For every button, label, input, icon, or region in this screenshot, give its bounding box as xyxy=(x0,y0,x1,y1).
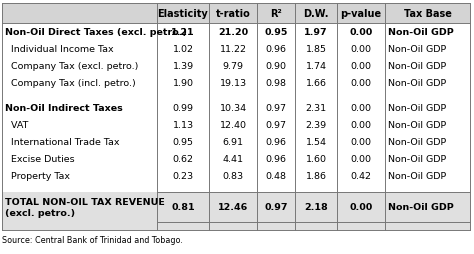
Text: 1.21: 1.21 xyxy=(171,28,195,37)
Text: Non-Oil GDP: Non-Oil GDP xyxy=(388,137,446,146)
Text: 1.97: 1.97 xyxy=(304,28,328,37)
Text: 1.90: 1.90 xyxy=(173,79,193,88)
Text: p-value: p-value xyxy=(340,9,382,19)
Text: 0.81: 0.81 xyxy=(171,203,195,212)
Text: 1.39: 1.39 xyxy=(173,62,193,71)
Text: Non-Oil GDP: Non-Oil GDP xyxy=(388,154,446,163)
Text: Elasticity: Elasticity xyxy=(158,9,209,19)
Text: 1.85: 1.85 xyxy=(306,45,327,54)
Text: Source: Central Bank of Trinidad and Tobago.: Source: Central Bank of Trinidad and Tob… xyxy=(2,235,183,244)
Text: Non-Oil Direct Taxes (excl. petro.): Non-Oil Direct Taxes (excl. petro.) xyxy=(5,28,187,37)
Text: 2.31: 2.31 xyxy=(305,104,327,113)
Text: 6.91: 6.91 xyxy=(222,137,244,146)
Text: TOTAL NON-OIL TAX REVENUE
(excl. petro.): TOTAL NON-OIL TAX REVENUE (excl. petro.) xyxy=(5,198,165,217)
Text: Company Tax (incl. petro.): Company Tax (incl. petro.) xyxy=(5,79,136,88)
Text: 1.66: 1.66 xyxy=(306,79,327,88)
Bar xyxy=(2,100,470,117)
Bar xyxy=(2,58,470,75)
Text: 4.41: 4.41 xyxy=(222,154,244,163)
Text: 0.96: 0.96 xyxy=(265,154,286,163)
Text: 0.95: 0.95 xyxy=(173,137,193,146)
Text: 1.86: 1.86 xyxy=(306,171,327,180)
Text: 0.96: 0.96 xyxy=(265,137,286,146)
Text: Non-Oil GDP: Non-Oil GDP xyxy=(388,203,454,212)
Text: 0.00: 0.00 xyxy=(349,28,373,37)
Text: Individual Income Tax: Individual Income Tax xyxy=(5,45,114,54)
Text: 12.40: 12.40 xyxy=(219,121,246,130)
Bar xyxy=(2,192,470,222)
Text: 2.39: 2.39 xyxy=(305,121,327,130)
Text: R²: R² xyxy=(270,9,282,19)
Text: 0.00: 0.00 xyxy=(350,121,372,130)
Text: 0.97: 0.97 xyxy=(265,104,286,113)
Bar xyxy=(2,184,470,192)
Bar xyxy=(2,167,470,184)
Text: 12.46: 12.46 xyxy=(218,203,248,212)
Bar xyxy=(2,150,470,167)
Text: 0.00: 0.00 xyxy=(350,62,372,71)
Text: 0.42: 0.42 xyxy=(350,171,372,180)
Text: 0.00: 0.00 xyxy=(350,45,372,54)
Text: Non-Oil GDP: Non-Oil GDP xyxy=(388,45,446,54)
Text: Non-Oil GDP: Non-Oil GDP xyxy=(388,62,446,71)
Text: Excise Duties: Excise Duties xyxy=(5,154,74,163)
Text: 0.99: 0.99 xyxy=(173,104,193,113)
Text: Non-Oil GDP: Non-Oil GDP xyxy=(388,28,454,37)
Text: 0.83: 0.83 xyxy=(222,171,244,180)
Text: VAT: VAT xyxy=(5,121,28,130)
Text: D.W.: D.W. xyxy=(303,9,329,19)
Text: 1.60: 1.60 xyxy=(306,154,327,163)
Text: Non-Oil GDP: Non-Oil GDP xyxy=(388,171,446,180)
Text: 0.96: 0.96 xyxy=(265,45,286,54)
Text: 0.95: 0.95 xyxy=(264,28,288,37)
Text: 21.20: 21.20 xyxy=(218,28,248,37)
Text: 10.34: 10.34 xyxy=(219,104,246,113)
Text: Non-Oil Indirect Taxes: Non-Oil Indirect Taxes xyxy=(5,104,123,113)
Text: 0.90: 0.90 xyxy=(265,62,286,71)
Bar xyxy=(2,41,470,58)
Text: 0.48: 0.48 xyxy=(265,171,286,180)
Text: Non-Oil GDP: Non-Oil GDP xyxy=(388,121,446,130)
Text: 0.97: 0.97 xyxy=(264,203,288,212)
Text: 0.00: 0.00 xyxy=(350,104,372,113)
Text: Non-Oil GDP: Non-Oil GDP xyxy=(388,104,446,113)
Bar xyxy=(2,222,470,230)
Bar xyxy=(2,92,470,100)
Text: Company Tax (excl. petro.): Company Tax (excl. petro.) xyxy=(5,62,138,71)
Bar xyxy=(2,75,470,92)
Text: 9.79: 9.79 xyxy=(222,62,244,71)
Text: 2.18: 2.18 xyxy=(304,203,328,212)
Bar xyxy=(2,133,470,150)
Text: 0.62: 0.62 xyxy=(173,154,193,163)
Text: 1.54: 1.54 xyxy=(306,137,327,146)
Text: 0.00: 0.00 xyxy=(350,137,372,146)
Text: 0.97: 0.97 xyxy=(265,121,286,130)
Text: 1.13: 1.13 xyxy=(173,121,193,130)
Text: Non-Oil GDP: Non-Oil GDP xyxy=(388,79,446,88)
Text: 11.22: 11.22 xyxy=(219,45,246,54)
Text: 0.00: 0.00 xyxy=(350,79,372,88)
Bar xyxy=(2,24,470,41)
Text: t-ratio: t-ratio xyxy=(216,9,250,19)
Text: 0.23: 0.23 xyxy=(173,171,193,180)
Text: 1.02: 1.02 xyxy=(173,45,193,54)
Text: Property Tax: Property Tax xyxy=(5,171,70,180)
Text: 19.13: 19.13 xyxy=(219,79,246,88)
Text: 0.00: 0.00 xyxy=(349,203,373,212)
Text: Tax Base: Tax Base xyxy=(403,9,451,19)
Text: 1.74: 1.74 xyxy=(306,62,327,71)
Text: 0.00: 0.00 xyxy=(350,154,372,163)
Bar xyxy=(2,4,470,24)
Text: 0.98: 0.98 xyxy=(265,79,286,88)
Text: International Trade Tax: International Trade Tax xyxy=(5,137,119,146)
Bar xyxy=(2,117,470,133)
